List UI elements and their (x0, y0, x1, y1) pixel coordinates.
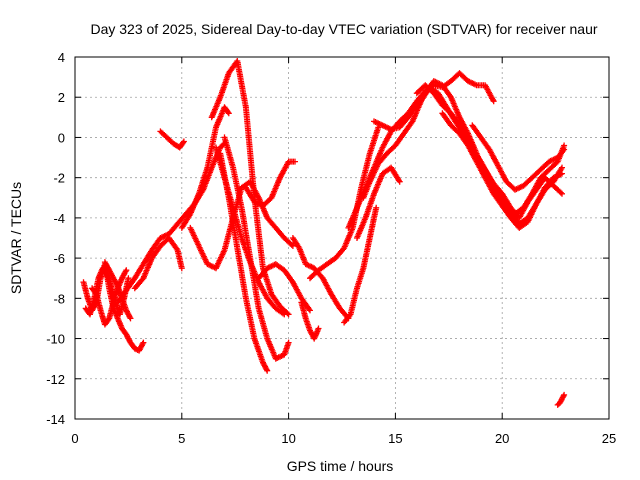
data-point (178, 265, 185, 272)
series-23 (413, 82, 565, 221)
y-tick-label: 0 (58, 130, 65, 145)
series-13 (242, 158, 298, 209)
series-21 (360, 84, 568, 217)
chart-title: Day 323 of 2025, Sidereal Day-to-day VTE… (90, 21, 597, 37)
data-point (561, 146, 568, 153)
data-point (140, 339, 147, 346)
axis-ticks (74, 56, 610, 420)
x-axis-label: GPS time / hours (287, 458, 394, 474)
data-point (396, 178, 403, 185)
plot-frame (74, 56, 610, 420)
x-tick-label: 20 (495, 431, 509, 446)
data-point (557, 189, 564, 196)
data-point (289, 243, 296, 249)
data-point (180, 138, 187, 145)
series-12 (217, 150, 271, 374)
data-point (123, 267, 130, 274)
series-24 (439, 110, 565, 231)
y-tick-label: -8 (53, 291, 65, 306)
series-18 (341, 204, 380, 326)
y-tick-label: -4 (53, 211, 65, 226)
data-point (139, 340, 146, 347)
series-26 (554, 391, 568, 408)
series-11 (221, 134, 292, 362)
data-point (92, 290, 99, 297)
x-tick-label: 5 (178, 431, 185, 446)
data-point (307, 307, 313, 314)
data-point (285, 339, 292, 346)
y-tick-label: -12 (46, 372, 65, 387)
data-point (281, 311, 288, 318)
series-6 (157, 128, 187, 151)
series-16 (298, 299, 322, 342)
series-20 (354, 164, 403, 241)
x-tick-label: 0 (71, 431, 78, 446)
series-9 (208, 58, 292, 318)
data-point (306, 306, 312, 313)
y-tick-label: -2 (53, 171, 65, 186)
grid-lines (75, 57, 609, 419)
data-point (180, 139, 187, 146)
data-point (105, 316, 112, 323)
series-25 (469, 122, 568, 193)
series-14 (255, 261, 313, 314)
series-4 (114, 140, 228, 306)
y-tick-label: 2 (58, 90, 65, 105)
y-tick-label: -10 (46, 332, 65, 347)
data-point (122, 268, 129, 275)
y-tick-label: -6 (53, 251, 65, 266)
data-point (292, 158, 298, 165)
y-axis-label: SDTVAR / TECUs (8, 182, 24, 294)
y-tick-labels: -14 -12 -10 -8 -6 -4 -2 0 2 4 (46, 50, 65, 427)
data-point (263, 366, 270, 373)
data-point (315, 325, 322, 332)
data-point (225, 110, 232, 117)
data-point (373, 204, 380, 211)
data-point (288, 241, 295, 248)
data-point (559, 164, 565, 171)
data-point (224, 109, 231, 116)
x-tick-label: 25 (602, 431, 616, 446)
x-tick-labels: 0 5 10 15 20 25 (71, 431, 616, 446)
data-point (559, 190, 565, 197)
data-points (80, 58, 568, 408)
y-tick-label: 4 (58, 50, 65, 65)
data-point (125, 275, 132, 282)
data-point (561, 391, 568, 398)
y-tick-label: -14 (46, 412, 65, 427)
data-point (264, 367, 271, 374)
x-tick-label: 15 (388, 431, 402, 446)
series-7 (178, 104, 232, 231)
data-point (560, 393, 567, 400)
data-point (490, 98, 497, 105)
series-5 (131, 235, 185, 292)
x-tick-label: 10 (281, 431, 295, 446)
data-point (127, 315, 134, 322)
data-point (126, 314, 133, 321)
